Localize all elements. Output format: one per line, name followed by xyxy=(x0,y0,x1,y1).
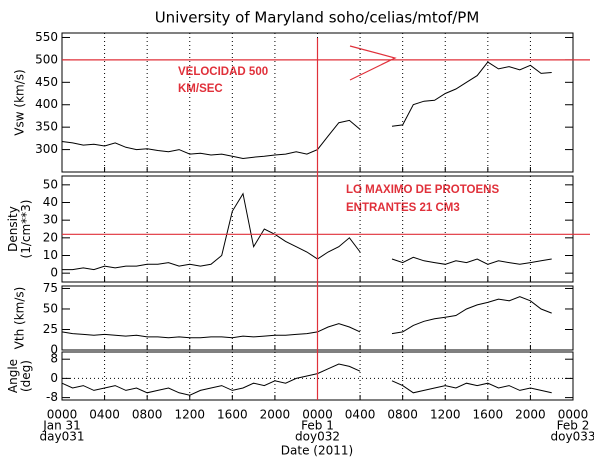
y-tick-label: 30 xyxy=(43,213,58,227)
y-tick-label: -8 xyxy=(46,390,58,404)
chart-title: University of Maryland soho/celias/mtof/… xyxy=(155,9,480,27)
annotation: VELOCIDAD 500 xyxy=(178,66,268,78)
x-tick-label: 0000 xyxy=(47,408,78,422)
data-line xyxy=(61,61,552,160)
x-tick-label: 0000 xyxy=(558,408,589,422)
x-doy-label: doy033 xyxy=(551,430,594,444)
y-axis-label: Density xyxy=(6,206,20,252)
x-tick-label: 0000 xyxy=(302,408,333,422)
x-tick-label: 1200 xyxy=(430,408,461,422)
y-axis-label: Vsw (km/s) xyxy=(13,69,27,135)
x-doy-label: day031 xyxy=(40,430,85,444)
y-tick-label: 450 xyxy=(35,75,58,89)
data-line xyxy=(62,192,552,271)
y-axis-label: (deg) xyxy=(19,360,33,392)
y-tick-label: 0 xyxy=(50,371,58,385)
y-tick-label: 40 xyxy=(43,195,58,209)
y-tick-label: 10 xyxy=(43,248,58,262)
y-tick-label: 50 xyxy=(43,301,58,315)
y-tick-label: 75 xyxy=(43,281,58,295)
x-tick-label: 0400 xyxy=(345,408,376,422)
y-tick-label: 50 xyxy=(43,177,58,191)
y-tick-label: 8 xyxy=(50,352,58,366)
x-tick-label: 0800 xyxy=(387,408,418,422)
x-tick-label: 1200 xyxy=(174,408,205,422)
data-line xyxy=(61,363,552,396)
data-line xyxy=(61,296,552,339)
x-tick-label: 0800 xyxy=(132,408,163,422)
x-tick-label: 2000 xyxy=(260,408,291,422)
y-tick-label: 400 xyxy=(35,97,58,111)
y-axis-label: Angle xyxy=(6,359,20,393)
annotation: KM/SEC xyxy=(178,83,223,95)
y-tick-label: 0 xyxy=(50,266,58,280)
x-axis-label: Date (2011) xyxy=(281,444,353,458)
annotation: LO MAXIMO DE PROTOENS xyxy=(346,184,499,196)
x-tick-label: 2000 xyxy=(515,408,546,422)
x-date-label: Jan 31 xyxy=(42,419,81,433)
x-tick-label: 0400 xyxy=(89,408,120,422)
y-tick-label: 20 xyxy=(43,230,58,244)
y-tick-label: 500 xyxy=(35,52,58,66)
y-tick-label: 25 xyxy=(43,322,58,336)
y-axis-label: (1/cm**3) xyxy=(19,200,33,259)
x-date-label: Feb 1 xyxy=(301,419,334,433)
y-tick-label: 300 xyxy=(35,142,58,156)
x-date-label: Feb 2 xyxy=(557,419,590,433)
x-tick-label: 1600 xyxy=(473,408,504,422)
x-doy-label: doy032 xyxy=(295,430,340,444)
y-axis-label: Vth (km/s) xyxy=(13,287,27,350)
x-tick-label: 1600 xyxy=(217,408,248,422)
y-tick-label: 550 xyxy=(35,30,58,44)
y-tick-label: 350 xyxy=(35,120,58,134)
arrow xyxy=(349,45,397,81)
y-tick-label: 0 xyxy=(50,343,58,357)
